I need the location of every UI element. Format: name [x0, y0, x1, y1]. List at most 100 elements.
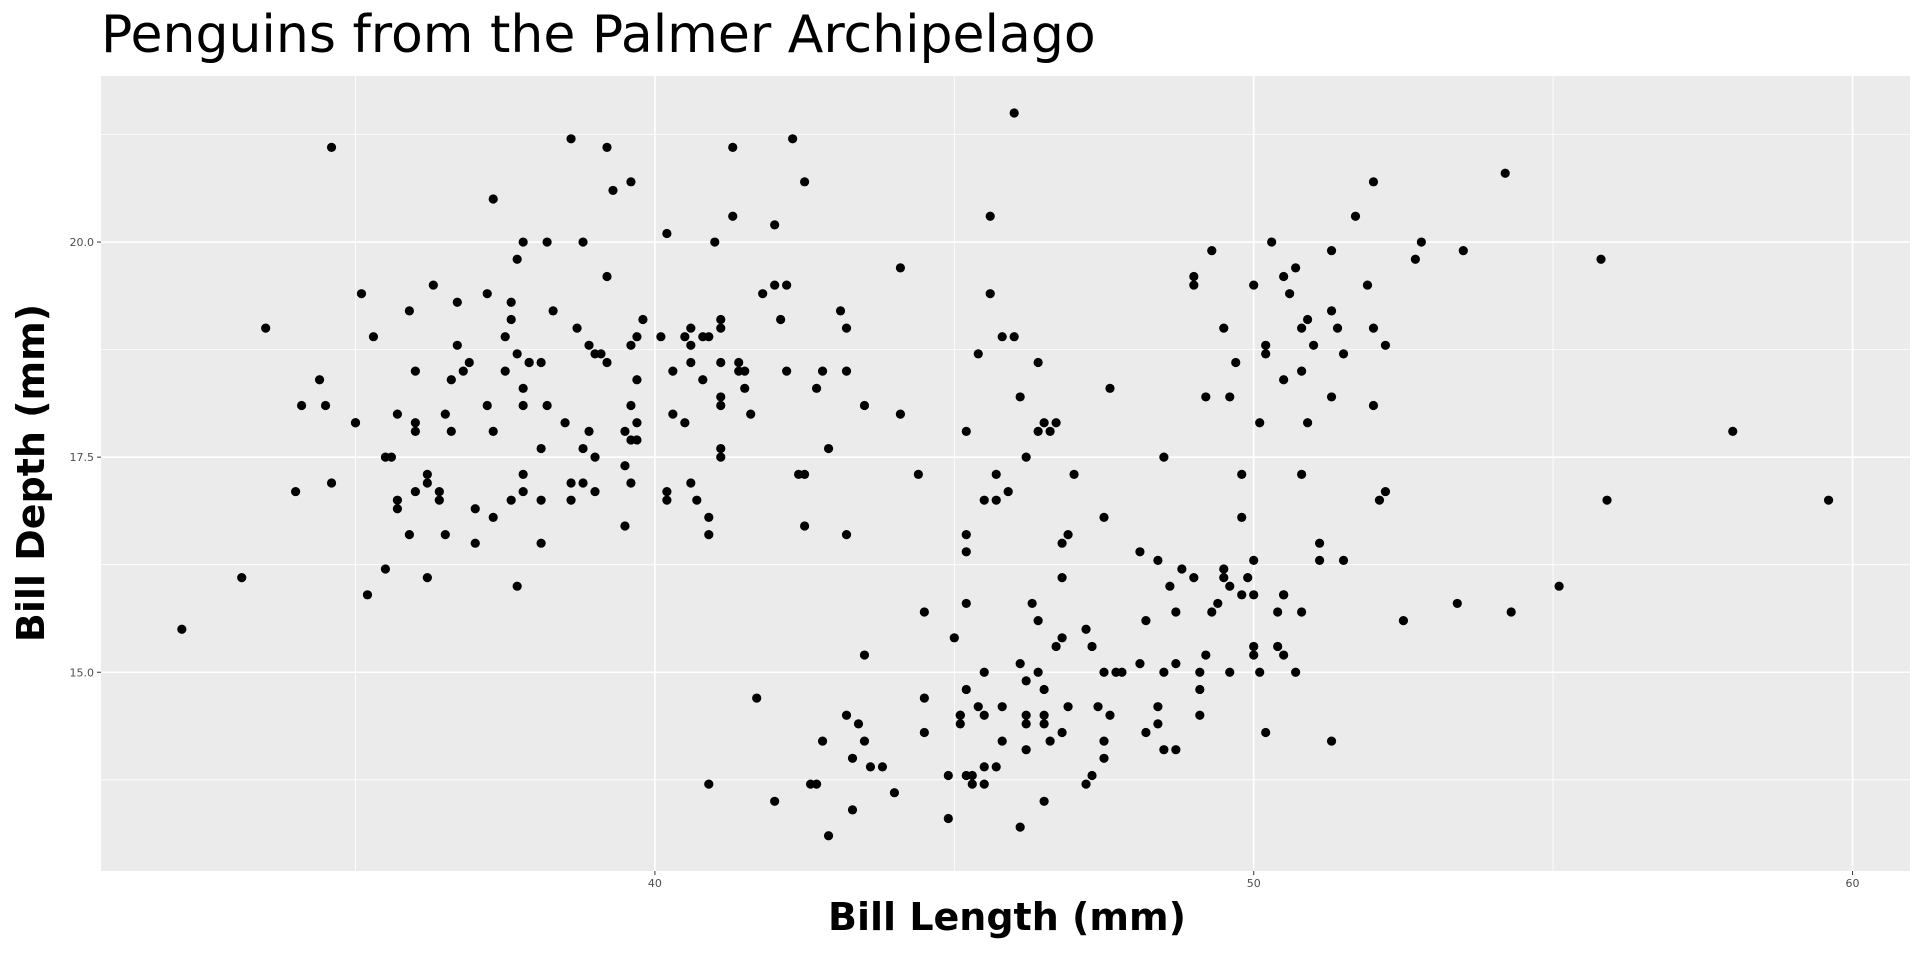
data-point: [422, 469, 432, 479]
data-point: [1093, 702, 1103, 712]
data-point: [1081, 624, 1091, 634]
data-point: [1267, 237, 1277, 247]
data-point: [662, 228, 672, 239]
data-point: [1314, 538, 1325, 548]
data-point: [362, 590, 373, 600]
data-point: [1171, 659, 1181, 669]
data-point: [1045, 736, 1055, 746]
data-point: [716, 400, 726, 411]
data-point: [782, 280, 792, 290]
data-point: [698, 332, 708, 342]
data-point: [488, 512, 498, 522]
data-point: [1141, 616, 1151, 626]
data-point: [512, 254, 522, 264]
data-point: [392, 409, 403, 419]
data-point: [728, 142, 738, 153]
data-point: [782, 366, 792, 376]
data-point: [392, 495, 403, 505]
data-point: [1021, 745, 1031, 755]
data-point: [788, 134, 798, 144]
data-point: [716, 357, 726, 368]
x-tick-label: 40: [648, 877, 662, 890]
data-point: [728, 211, 738, 221]
data-point: [1003, 486, 1013, 497]
data-point: [1291, 667, 1301, 677]
data-point: [1039, 796, 1049, 806]
data-point: [578, 237, 588, 247]
data-point: [500, 366, 510, 376]
data-point: [1506, 607, 1516, 617]
data-point: [1326, 306, 1337, 316]
data-point: [859, 736, 870, 746]
data-point: [1099, 753, 1109, 763]
data-point: [1368, 400, 1379, 411]
data-point: [1039, 684, 1049, 695]
data-point: [776, 314, 786, 325]
data-point: [919, 693, 929, 703]
data-point: [895, 409, 906, 419]
data-point: [404, 306, 414, 316]
data-point: [566, 478, 576, 488]
data-point: [602, 271, 612, 282]
data-point: [1087, 641, 1097, 652]
data-point: [740, 383, 750, 393]
y-tick-label: 17.5: [70, 451, 95, 464]
data-point: [1213, 598, 1223, 609]
data-point: [919, 607, 929, 617]
data-point: [1015, 659, 1025, 669]
data-point: [1087, 770, 1097, 781]
data-point: [1021, 710, 1031, 720]
data-point: [877, 762, 888, 772]
data-point: [823, 443, 834, 454]
data-point: [578, 478, 588, 488]
data-point: [961, 426, 971, 436]
data-point: [1350, 211, 1361, 221]
data-point: [686, 357, 696, 368]
data-point: [979, 779, 989, 789]
data-point: [620, 461, 630, 471]
data-point: [440, 409, 450, 419]
data-point: [1033, 357, 1043, 368]
data-point: [1302, 418, 1313, 428]
data-point: [602, 142, 612, 153]
data-point: [1189, 271, 1199, 282]
data-point: [1045, 426, 1055, 436]
data-point: [955, 710, 965, 720]
data-point: [632, 332, 642, 342]
data-point: [1452, 598, 1462, 609]
data-point: [686, 323, 696, 333]
data-point: [518, 469, 528, 479]
data-point: [1225, 667, 1235, 677]
data-point: [1398, 616, 1409, 626]
data-point: [716, 314, 726, 325]
data-point: [1249, 650, 1259, 660]
data-point: [997, 332, 1007, 342]
data-point: [1458, 246, 1468, 256]
data-point: [410, 366, 420, 376]
data-point: [626, 478, 636, 488]
data-point: [1189, 280, 1199, 290]
data-point: [452, 297, 462, 307]
data-point: [518, 400, 528, 411]
data-point: [626, 340, 636, 350]
data-point: [368, 332, 379, 342]
y-tick-label: 15.0: [70, 666, 95, 679]
data-point: [686, 340, 696, 350]
data-point: [847, 753, 858, 763]
data-point: [1500, 168, 1510, 178]
data-point: [698, 375, 708, 385]
data-point: [1297, 366, 1307, 376]
data-point: [1237, 590, 1247, 600]
data-point: [1135, 659, 1145, 669]
data-point: [1135, 547, 1145, 557]
data-point: [1596, 254, 1606, 264]
data-point: [979, 762, 989, 772]
data-point: [1201, 650, 1211, 660]
data-point: [1195, 667, 1205, 677]
data-point: [638, 314, 648, 325]
data-point: [704, 529, 714, 540]
data-point: [991, 762, 1001, 772]
data-point: [1177, 564, 1187, 574]
data-point: [410, 418, 420, 428]
